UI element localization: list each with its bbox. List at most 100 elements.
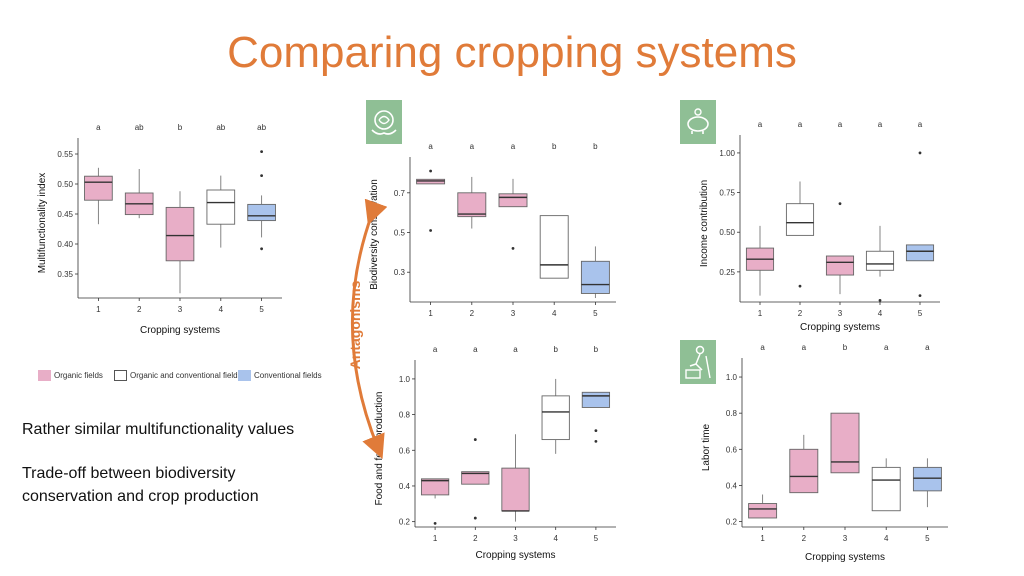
- significance-letter: a: [760, 343, 765, 352]
- x-tick-label: 2: [137, 305, 142, 314]
- x-tick-label: 3: [178, 305, 183, 314]
- significance-letter: a: [838, 120, 843, 129]
- significance-letter: a: [428, 142, 433, 151]
- x-tick-label: 3: [843, 534, 848, 543]
- x-tick-label: 4: [219, 305, 224, 314]
- box-outlier: [878, 299, 882, 302]
- box-body: [785, 203, 815, 236]
- y-tick-label: 0.25: [719, 268, 735, 277]
- box-body: [789, 448, 819, 494]
- x-tick-label: 4: [884, 534, 889, 543]
- box-outlier: [838, 202, 842, 206]
- box-body: [825, 255, 855, 276]
- significance-letter: a: [511, 142, 516, 151]
- slide-title: Comparing cropping systems: [227, 28, 797, 77]
- x-tick-label: 5: [593, 309, 598, 318]
- y-tick-label: 0.3: [394, 268, 406, 277]
- x-tick-label: 4: [878, 309, 883, 318]
- y-tick-label: 0.4: [399, 482, 411, 491]
- box-body: [871, 466, 901, 512]
- significance-letter: b: [553, 345, 558, 354]
- legend-mixed: Organic and conventional fields: [114, 370, 242, 381]
- box-body: [84, 175, 113, 201]
- x-axis-label: Cropping systems: [800, 322, 880, 333]
- note-similar-values: Rather similar multifunctionality values: [22, 421, 295, 438]
- significance-letter: b: [178, 123, 183, 132]
- x-tick-label: 5: [594, 534, 599, 543]
- box-outlier: [594, 429, 598, 433]
- x-tick-label: 2: [802, 534, 807, 543]
- income-chart: 0.25 0.50 0.75 1.00 Income contribution Cropp…: [0, 0, 940, 333]
- box-body: [247, 203, 276, 222]
- x-tick-label: 2: [470, 309, 475, 318]
- legend-mixed-label: Organic and conventional fields: [130, 371, 242, 380]
- significance-letter: b: [843, 343, 848, 352]
- legend-conventional-swatch: [238, 370, 251, 381]
- x-tick-label: 3: [513, 534, 518, 543]
- x-tick-label: 4: [553, 534, 558, 543]
- x-tick-label: 5: [259, 305, 264, 314]
- box-body: [748, 503, 778, 519]
- box-body: [165, 206, 195, 262]
- y-tick-label: 0.50: [57, 180, 73, 189]
- chart-legend: Organic fields Organic and conventional …: [36, 370, 336, 386]
- y-tick-label: 0.5: [394, 229, 406, 238]
- antagonism-label: Antagonisms: [343, 270, 367, 380]
- significance-letter: a: [758, 120, 763, 129]
- x-tick-label: 3: [838, 309, 843, 318]
- y-tick-label: 0.35: [57, 270, 73, 279]
- significance-letter: ab: [216, 123, 225, 132]
- y-tick-label: 0.8: [399, 411, 411, 420]
- box-outlier: [260, 174, 263, 178]
- biodiversity-icon: [366, 100, 402, 144]
- x-tick-label: 3: [511, 309, 516, 318]
- y-tick-label: 0.8: [726, 409, 738, 418]
- box-outlier: [594, 439, 598, 443]
- piggy-bank-icon: [680, 100, 716, 144]
- x-tick-label: 5: [918, 309, 923, 318]
- y-tick-label: 0.7: [394, 189, 406, 198]
- note-tradeoff-line1: Trade-off between biodiversity: [22, 465, 236, 482]
- x-tick-label: 5: [925, 534, 930, 543]
- significance-letter: a: [802, 343, 807, 352]
- box-outlier: [511, 246, 515, 250]
- note-tradeoff-line2: conservation and crop production: [22, 488, 259, 505]
- x-tick-label: 1: [96, 305, 101, 314]
- x-tick-label: 2: [473, 534, 478, 543]
- y-tick-label: 0.2: [399, 518, 411, 527]
- significance-letter: b: [594, 345, 599, 354]
- box-outlier: [918, 294, 922, 298]
- biodiversity-chart: 0.3 0.5 0.7 Biodiversity conservation 1 a 2 a 3 a…: [0, 0, 616, 318]
- x-axis-label: Cropping systems: [805, 552, 885, 563]
- box-outlier: [433, 522, 437, 525]
- legend-conventional: Conventional fields: [238, 370, 322, 381]
- significance-letter: a: [884, 343, 889, 352]
- significance-letter: a: [473, 345, 478, 354]
- y-axis-label: Labor time: [701, 423, 712, 471]
- legend-mixed-swatch: [114, 370, 127, 381]
- box-body: [457, 192, 487, 218]
- y-tick-label: 0.6: [726, 445, 738, 454]
- box-body: [912, 466, 942, 492]
- box-outlier: [918, 151, 922, 155]
- y-tick-label: 0.75: [719, 189, 735, 198]
- significance-letter: a: [470, 142, 475, 151]
- significance-letter: a: [96, 123, 101, 132]
- legend-conventional-label: Conventional fields: [254, 371, 322, 380]
- x-tick-label: 1: [758, 309, 763, 318]
- significance-letter: ab: [135, 123, 144, 132]
- box-body: [501, 467, 530, 512]
- box-body: [541, 395, 570, 441]
- box-body: [206, 189, 236, 225]
- labor-chart: 0.2 0.4 0.6 0.8 1.0 Labor time Cropping system…: [0, 0, 948, 563]
- y-tick-label: 0.55: [57, 150, 73, 159]
- significance-letter: b: [552, 142, 557, 151]
- x-tick-label: 1: [433, 534, 438, 543]
- y-tick-label: 0.2: [726, 518, 738, 527]
- box-outlier: [429, 169, 432, 173]
- x-tick-label: 4: [552, 309, 557, 318]
- x-tick-label: 2: [798, 309, 803, 318]
- box-body: [539, 215, 569, 279]
